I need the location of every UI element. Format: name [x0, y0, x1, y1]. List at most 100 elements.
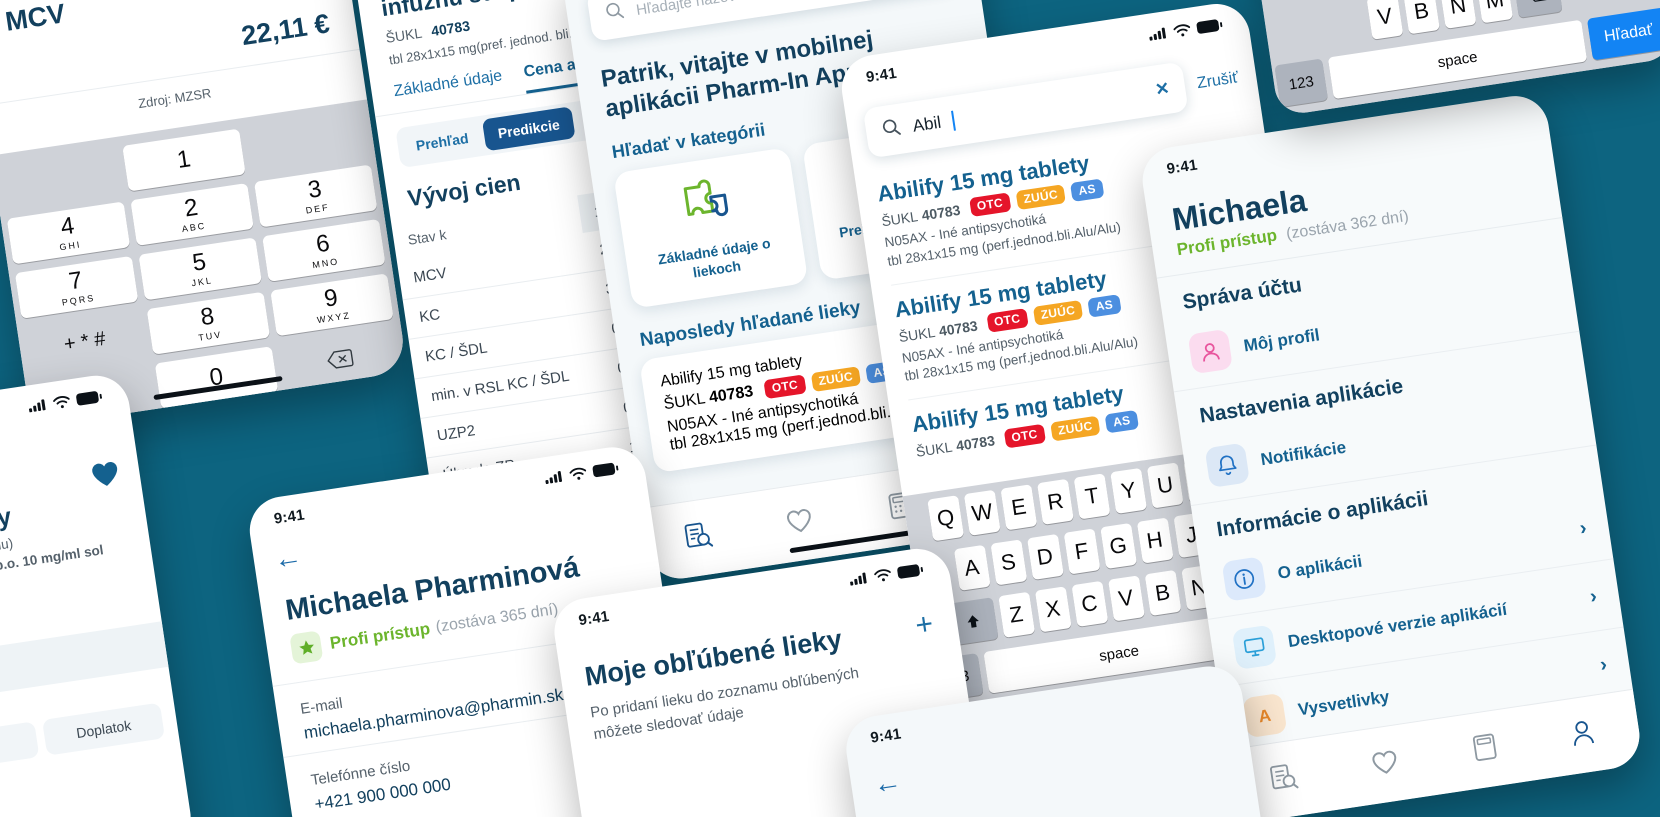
search-icon [881, 117, 903, 144]
numbers-key[interactable]: 123 [1274, 58, 1329, 108]
status-icons [849, 562, 924, 586]
shift-icon[interactable] [948, 597, 999, 646]
status-time: 9:41 [1165, 155, 1199, 178]
chevron-right-icon: › [1588, 584, 1599, 608]
keypad-key-5[interactable]: 5 JKL [138, 237, 262, 301]
cancel-button[interactable]: Zrušiť [1195, 69, 1240, 93]
key-n[interactable]: N [1439, 0, 1477, 29]
category-card-zakladne-udaje[interactable]: Základné údaje o liekoch [613, 147, 809, 310]
sukl-value: 40783 [955, 432, 996, 455]
heart-icon[interactable] [1369, 747, 1401, 782]
chip-doplatok[interactable]: Doplatok [42, 702, 166, 756]
keypad-key-7[interactable]: 7 PQRS [14, 255, 139, 319]
search-bar[interactable]: Hľadajte názov lieku, ŠUKL, ATC... [586, 0, 958, 42]
status-bar: 9:41 [0, 371, 131, 472]
key-b[interactable]: B [1403, 0, 1440, 35]
sukl-label: ŠUKL [880, 207, 919, 230]
keypad-key-symbols[interactable]: + * # [62, 327, 107, 356]
keypad-key-8[interactable]: 8 TUV [146, 291, 271, 355]
keypad-key-1[interactable]: 1 [122, 128, 246, 192]
desktop-icon [1231, 624, 1278, 670]
key-m[interactable]: M [1476, 0, 1514, 24]
heart-filled-icon[interactable] [87, 457, 124, 496]
key-v[interactable]: V [1107, 575, 1145, 622]
letter-a-icon: A [1241, 692, 1288, 739]
tag-as: AS [1104, 409, 1139, 434]
keypad-key-2[interactable]: 2 ABC [130, 183, 254, 246]
keypad-key-6[interactable]: 6 MNO [262, 218, 386, 282]
heart-icon[interactable] [783, 506, 815, 541]
status-time: 9:41 [272, 505, 306, 528]
sukl-value: 40783 [707, 382, 755, 407]
text-caret [951, 110, 957, 131]
key-h[interactable]: H [1136, 517, 1174, 564]
sukl-label: ŠUKL [384, 24, 424, 47]
calculator-icon[interactable] [1470, 732, 1501, 768]
backspace-icon[interactable] [1512, 0, 1563, 18]
key-y[interactable]: Y [1110, 467, 1148, 514]
settings-row-moj-profil[interactable]: Môj profil [1163, 263, 1580, 393]
numeric-keypad[interactable]: 1 4 GHI 2 ABC 3 DEF 7 [0, 99, 408, 428]
status-time: 9:41 [869, 724, 903, 747]
key-b[interactable]: B [1144, 569, 1182, 617]
microphone-icon[interactable] [1640, 63, 1660, 92]
document-search-icon[interactable] [1267, 762, 1300, 799]
document-search-icon[interactable] [681, 520, 714, 557]
info-icon [1221, 556, 1268, 602]
back-button[interactable]: ← [271, 540, 305, 576]
phone-drug-detail-screen: 9:41 ← 40783 Rogan 15 mg tablety tbl 28x… [0, 371, 196, 817]
chip-uzp[interactable]: ÚZP [0, 720, 40, 775]
status-bar: 9:41 [550, 544, 952, 645]
close-icon[interactable]: ✕ [1153, 78, 1171, 100]
user-icon [1187, 328, 1234, 375]
tag-otc: OTC [985, 308, 1029, 333]
settings-row-notifikacie[interactable]: Notifikácie [1180, 377, 1597, 507]
bottom-tabbar[interactable] [1227, 688, 1645, 817]
keypad-key-9[interactable]: 9 WXYZ [270, 273, 394, 337]
key-w[interactable]: W [963, 489, 1001, 536]
back-button[interactable]: ← [871, 764, 904, 800]
key-x[interactable]: X [1034, 586, 1072, 633]
sukl-value: 40783 [937, 317, 979, 339]
go-key[interactable]: Hľadať [1586, 7, 1660, 61]
emoji-icon[interactable] [1298, 112, 1325, 117]
sukl-value: 40783 [430, 17, 472, 40]
key-s[interactable]: S [989, 539, 1027, 586]
keypad-backspace-icon[interactable] [278, 328, 402, 391]
key-v[interactable]: V [1366, 0, 1404, 40]
tag-otc: OTC [763, 374, 807, 400]
sukl-label: ŠUKL [914, 438, 954, 461]
search-input[interactable]: Abil ✕ [862, 61, 1190, 159]
settings-row-desktopove-verzie[interactable]: Desktopové verzie aplikácií › [1207, 559, 1624, 689]
keypad-key-4[interactable]: 4 GHI [6, 201, 131, 265]
plus-icon[interactable]: + [913, 607, 936, 643]
keypad-key-0[interactable]: 0 [154, 346, 279, 410]
settings-row-o-aplikacii[interactable]: O aplikácii › [1197, 490, 1614, 620]
status-icons [544, 461, 619, 485]
key-z[interactable]: Z [997, 591, 1035, 638]
key-t[interactable]: T [1073, 473, 1111, 520]
phone-partial-keyboard-top-right: V B N M 123 space Hľadať [1249, 0, 1660, 117]
keypad-key-3[interactable]: 3 DEF [253, 164, 378, 228]
key-a[interactable]: A [953, 544, 991, 591]
key-f[interactable]: F [1063, 528, 1101, 575]
ios-keyboard-partial[interactable]: V B N M 123 space Hľadať [1249, 0, 1660, 117]
user-plus-icon[interactable] [1570, 716, 1605, 753]
category-label: Základné údaje o liekoch [656, 234, 772, 281]
tag-zuuc: ZUÚC [1049, 415, 1101, 442]
search-query: Abil [911, 112, 943, 136]
key-d[interactable]: D [1026, 533, 1064, 581]
plan-label: Profi prístup [328, 619, 432, 653]
tag-zuuc: ZUÚC [810, 366, 862, 393]
key-g[interactable]: G [1099, 522, 1137, 570]
key-r[interactable]: R [1037, 478, 1074, 525]
sukl-value: 40783 [920, 201, 962, 224]
puzzle-icon [678, 174, 737, 234]
key-e[interactable]: E [1000, 484, 1038, 531]
settings-row-vysvetlivky[interactable]: A Vysvetlivky › [1218, 627, 1634, 757]
key-u[interactable]: U [1146, 462, 1184, 509]
status-bar: 9:41 [245, 443, 647, 544]
key-c[interactable]: C [1070, 580, 1108, 628]
key-q[interactable]: Q [927, 495, 965, 542]
